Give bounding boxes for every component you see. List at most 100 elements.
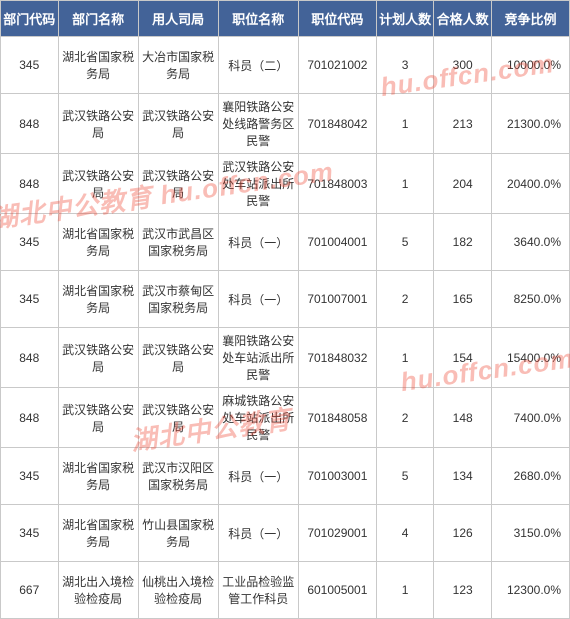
cell-dept_code: 345 [1, 505, 59, 562]
table-row: 848武汉铁路公安局武汉铁路公安局武汉铁路公安处车站派出所民警701848003… [1, 154, 570, 214]
header-row: 部门代码 部门名称 用人司局 职位名称 职位代码 计划人数 合格人数 竞争比例 [1, 1, 570, 37]
header-pos-code: 职位代码 [298, 1, 376, 37]
cell-plan: 3 [376, 37, 434, 94]
cell-ratio: 15400.0% [491, 328, 569, 388]
cell-dept_name: 湖北省国家税务局 [58, 271, 138, 328]
header-dept-code: 部门代码 [1, 1, 59, 37]
cell-dept_code: 848 [1, 328, 59, 388]
cell-ratio: 10000.0% [491, 37, 569, 94]
cell-pos_code: 701848058 [298, 388, 376, 448]
cell-qualified: 148 [434, 388, 492, 448]
cell-pos_name: 科员（一） [218, 214, 298, 271]
cell-bureau: 武汉市蔡甸区国家税务局 [138, 271, 218, 328]
table-row: 667湖北出入境检验检疫局仙桃出入境检验检疫局工业品检验监管工作科员601005… [1, 562, 570, 619]
cell-dept_code: 345 [1, 448, 59, 505]
cell-pos_code: 701007001 [298, 271, 376, 328]
cell-dept_name: 湖北省国家税务局 [58, 214, 138, 271]
data-table: 部门代码 部门名称 用人司局 职位名称 职位代码 计划人数 合格人数 竞争比例 … [0, 0, 570, 619]
cell-dept_name: 湖北出入境检验检疫局 [58, 562, 138, 619]
cell-bureau: 武汉铁路公安局 [138, 154, 218, 214]
cell-pos_code: 701021002 [298, 37, 376, 94]
cell-plan: 1 [376, 94, 434, 154]
cell-pos_name: 襄阳铁路公安处车站派出所民警 [218, 328, 298, 388]
cell-dept_name: 湖北省国家税务局 [58, 505, 138, 562]
cell-bureau: 仙桃出入境检验检疫局 [138, 562, 218, 619]
header-bureau: 用人司局 [138, 1, 218, 37]
table-row: 345湖北省国家税务局武汉市蔡甸区国家税务局科员（一）7010070012165… [1, 271, 570, 328]
cell-pos_name: 科员（二） [218, 37, 298, 94]
cell-pos_name: 武汉铁路公安处车站派出所民警 [218, 154, 298, 214]
cell-dept_name: 武汉铁路公安局 [58, 388, 138, 448]
header-qualified: 合格人数 [434, 1, 492, 37]
cell-plan: 5 [376, 214, 434, 271]
cell-pos_code: 701848032 [298, 328, 376, 388]
table-row: 848武汉铁路公安局武汉铁路公安局襄阳铁路公安处车站派出所民警701848032… [1, 328, 570, 388]
cell-pos_code: 701029001 [298, 505, 376, 562]
cell-plan: 1 [376, 154, 434, 214]
cell-ratio: 20400.0% [491, 154, 569, 214]
table-row: 345湖北省国家税务局武汉市武昌区国家税务局科员（一）7010040015182… [1, 214, 570, 271]
cell-bureau: 大冶市国家税务局 [138, 37, 218, 94]
cell-bureau: 武汉市汉阳区国家税务局 [138, 448, 218, 505]
cell-dept_code: 345 [1, 37, 59, 94]
cell-pos_name: 麻城铁路公安处车站派出所民警 [218, 388, 298, 448]
cell-pos_code: 701848042 [298, 94, 376, 154]
cell-qualified: 300 [434, 37, 492, 94]
cell-pos_name: 工业品检验监管工作科员 [218, 562, 298, 619]
cell-qualified: 134 [434, 448, 492, 505]
cell-pos_name: 襄阳铁路公安处线路警务区民警 [218, 94, 298, 154]
cell-dept_code: 667 [1, 562, 59, 619]
cell-qualified: 213 [434, 94, 492, 154]
cell-bureau: 武汉铁路公安局 [138, 94, 218, 154]
table-row: 848武汉铁路公安局武汉铁路公安局襄阳铁路公安处线路警务区民警701848042… [1, 94, 570, 154]
cell-ratio: 8250.0% [491, 271, 569, 328]
cell-dept_code: 345 [1, 214, 59, 271]
cell-dept_name: 湖北省国家税务局 [58, 448, 138, 505]
cell-plan: 2 [376, 271, 434, 328]
table-row: 345湖北省国家税务局大冶市国家税务局科员（二）7010210023300100… [1, 37, 570, 94]
cell-plan: 1 [376, 562, 434, 619]
cell-ratio: 7400.0% [491, 388, 569, 448]
cell-qualified: 154 [434, 328, 492, 388]
cell-bureau: 武汉市武昌区国家税务局 [138, 214, 218, 271]
cell-dept_name: 湖北省国家税务局 [58, 37, 138, 94]
cell-dept_name: 武汉铁路公安局 [58, 94, 138, 154]
table-row: 848武汉铁路公安局武汉铁路公安局麻城铁路公安处车站派出所民警701848058… [1, 388, 570, 448]
table-row: 345湖北省国家税务局竹山县国家税务局科员（一）7010290014126315… [1, 505, 570, 562]
cell-ratio: 2680.0% [491, 448, 569, 505]
cell-dept_code: 345 [1, 271, 59, 328]
header-plan: 计划人数 [376, 1, 434, 37]
cell-dept_code: 848 [1, 94, 59, 154]
cell-ratio: 3150.0% [491, 505, 569, 562]
cell-dept_name: 武汉铁路公安局 [58, 328, 138, 388]
header-pos-name: 职位名称 [218, 1, 298, 37]
cell-dept_code: 848 [1, 154, 59, 214]
header-dept-name: 部门名称 [58, 1, 138, 37]
cell-ratio: 12300.0% [491, 562, 569, 619]
cell-plan: 1 [376, 328, 434, 388]
cell-pos_name: 科员（一） [218, 505, 298, 562]
cell-qualified: 182 [434, 214, 492, 271]
cell-dept_code: 848 [1, 388, 59, 448]
cell-ratio: 3640.0% [491, 214, 569, 271]
cell-plan: 5 [376, 448, 434, 505]
table-container: 部门代码 部门名称 用人司局 职位名称 职位代码 计划人数 合格人数 竞争比例 … [0, 0, 570, 619]
cell-qualified: 126 [434, 505, 492, 562]
cell-pos_code: 701003001 [298, 448, 376, 505]
cell-bureau: 武汉铁路公安局 [138, 328, 218, 388]
cell-pos_code: 601005001 [298, 562, 376, 619]
cell-ratio: 21300.0% [491, 94, 569, 154]
cell-plan: 2 [376, 388, 434, 448]
table-header: 部门代码 部门名称 用人司局 职位名称 职位代码 计划人数 合格人数 竞争比例 [1, 1, 570, 37]
cell-bureau: 竹山县国家税务局 [138, 505, 218, 562]
header-ratio: 竞争比例 [491, 1, 569, 37]
cell-pos_code: 701848003 [298, 154, 376, 214]
cell-pos_name: 科员（一） [218, 448, 298, 505]
cell-qualified: 123 [434, 562, 492, 619]
cell-qualified: 165 [434, 271, 492, 328]
cell-pos_name: 科员（一） [218, 271, 298, 328]
table-body: 345湖北省国家税务局大冶市国家税务局科员（二）7010210023300100… [1, 37, 570, 619]
cell-pos_code: 701004001 [298, 214, 376, 271]
table-row: 345湖北省国家税务局武汉市汉阳区国家税务局科员（一）7010030015134… [1, 448, 570, 505]
cell-dept_name: 武汉铁路公安局 [58, 154, 138, 214]
